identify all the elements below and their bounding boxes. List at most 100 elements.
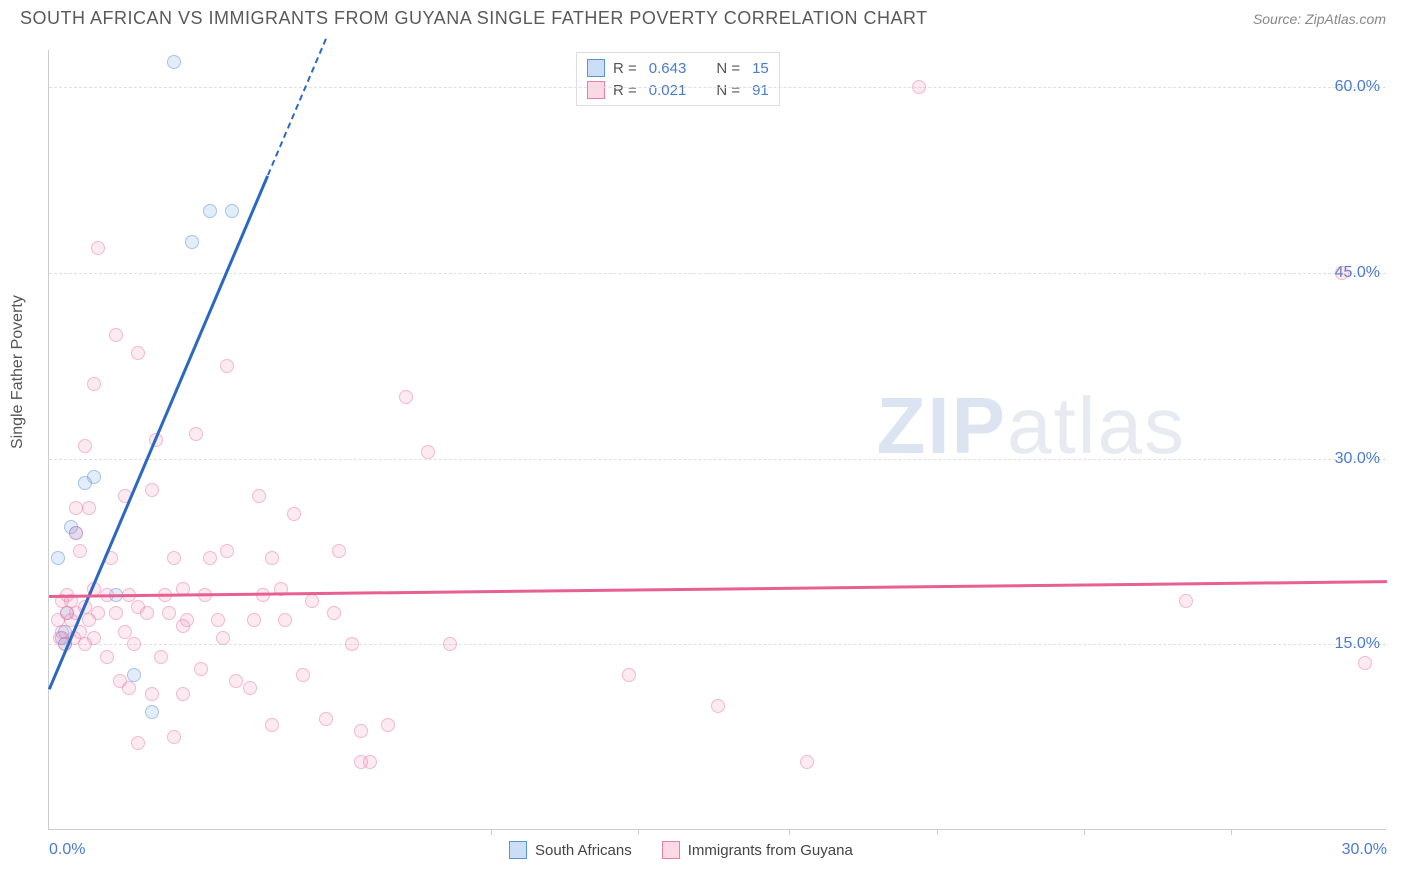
data-point bbox=[363, 755, 377, 769]
data-point bbox=[78, 439, 92, 453]
n-value: 15 bbox=[752, 60, 769, 77]
data-point bbox=[1179, 594, 1193, 608]
data-point bbox=[69, 501, 83, 515]
data-point bbox=[287, 507, 301, 521]
n-value: 91 bbox=[752, 82, 769, 99]
x-minor-tick bbox=[789, 829, 790, 835]
data-point bbox=[185, 235, 199, 249]
source-prefix: Source: bbox=[1253, 11, 1305, 27]
r-value: 0.643 bbox=[649, 60, 687, 77]
data-point bbox=[194, 662, 208, 676]
watermark-rest: atlas bbox=[1007, 381, 1186, 470]
gridline-horizontal bbox=[49, 459, 1386, 460]
y-tick-label: 30.0% bbox=[1335, 450, 1380, 468]
series-legend: South Africans Immigrants from Guyana bbox=[509, 841, 853, 859]
data-point bbox=[167, 730, 181, 744]
data-point bbox=[122, 681, 136, 695]
n-label: N = bbox=[716, 60, 740, 77]
data-point bbox=[220, 544, 234, 558]
trend-line bbox=[48, 175, 269, 690]
legend-swatch bbox=[587, 81, 605, 99]
x-tick-label: 30.0% bbox=[1342, 841, 1387, 859]
data-point bbox=[87, 470, 101, 484]
data-point bbox=[140, 606, 154, 620]
data-point bbox=[145, 687, 159, 701]
data-point bbox=[167, 55, 181, 69]
data-point bbox=[332, 544, 346, 558]
data-point bbox=[265, 551, 279, 565]
trend-line bbox=[267, 38, 327, 175]
data-point bbox=[100, 650, 114, 664]
data-point bbox=[154, 650, 168, 664]
data-point bbox=[800, 755, 814, 769]
data-point bbox=[87, 631, 101, 645]
x-minor-tick bbox=[1231, 829, 1232, 835]
data-point bbox=[145, 483, 159, 497]
y-tick-label: 60.0% bbox=[1335, 78, 1380, 96]
legend-row: R =0.021N =91 bbox=[587, 79, 769, 101]
data-point bbox=[211, 613, 225, 627]
data-point bbox=[162, 606, 176, 620]
data-point bbox=[247, 613, 261, 627]
legend-item: South Africans bbox=[509, 841, 632, 859]
data-point bbox=[319, 712, 333, 726]
source-name: ZipAtlas.com bbox=[1305, 11, 1386, 27]
data-point bbox=[203, 551, 217, 565]
scatter-chart: ZIPatlas R =0.643N =15R =0.021N =91 Sout… bbox=[48, 50, 1386, 830]
correlation-legend: R =0.643N =15R =0.021N =91 bbox=[576, 52, 780, 106]
legend-label: South Africans bbox=[535, 842, 632, 859]
y-tick-label: 15.0% bbox=[1335, 635, 1380, 653]
x-minor-tick bbox=[491, 829, 492, 835]
data-point bbox=[305, 594, 319, 608]
data-point bbox=[109, 606, 123, 620]
data-point bbox=[265, 718, 279, 732]
data-point bbox=[203, 204, 217, 218]
data-point bbox=[189, 427, 203, 441]
data-point bbox=[354, 724, 368, 738]
data-point bbox=[145, 705, 159, 719]
data-point bbox=[87, 377, 101, 391]
x-minor-tick bbox=[937, 829, 938, 835]
data-point bbox=[216, 631, 230, 645]
data-point bbox=[711, 699, 725, 713]
data-point bbox=[252, 489, 266, 503]
legend-swatch bbox=[662, 841, 680, 859]
legend-swatch bbox=[509, 841, 527, 859]
data-point bbox=[69, 526, 83, 540]
data-point bbox=[91, 241, 105, 255]
gridline-horizontal bbox=[49, 87, 1386, 88]
legend-swatch bbox=[587, 59, 605, 77]
data-point bbox=[220, 359, 234, 373]
data-point bbox=[327, 606, 341, 620]
gridline-horizontal bbox=[49, 273, 1386, 274]
data-point bbox=[421, 445, 435, 459]
chart-title: SOUTH AFRICAN VS IMMIGRANTS FROM GUYANA … bbox=[20, 8, 928, 29]
y-axis-label: Single Father Poverty bbox=[9, 295, 27, 449]
chart-source: Source: ZipAtlas.com bbox=[1253, 11, 1386, 27]
x-tick-label: 0.0% bbox=[49, 841, 85, 859]
data-point bbox=[82, 501, 96, 515]
x-minor-tick bbox=[638, 829, 639, 835]
legend-label: Immigrants from Guyana bbox=[688, 842, 853, 859]
data-point bbox=[229, 674, 243, 688]
data-point bbox=[167, 551, 181, 565]
x-minor-tick bbox=[1084, 829, 1085, 835]
gridline-horizontal bbox=[49, 644, 1386, 645]
data-point bbox=[131, 346, 145, 360]
data-point bbox=[912, 80, 926, 94]
data-point bbox=[91, 606, 105, 620]
data-point bbox=[622, 668, 636, 682]
legend-item: Immigrants from Guyana bbox=[662, 841, 853, 859]
data-point bbox=[73, 544, 87, 558]
data-point bbox=[1335, 266, 1349, 280]
r-value: 0.021 bbox=[649, 82, 687, 99]
data-point bbox=[118, 625, 132, 639]
data-point bbox=[345, 637, 359, 651]
data-point bbox=[399, 390, 413, 404]
r-label: R = bbox=[613, 82, 637, 99]
data-point bbox=[381, 718, 395, 732]
data-point bbox=[278, 613, 292, 627]
data-point bbox=[443, 637, 457, 651]
r-label: R = bbox=[613, 60, 637, 77]
data-point bbox=[131, 736, 145, 750]
